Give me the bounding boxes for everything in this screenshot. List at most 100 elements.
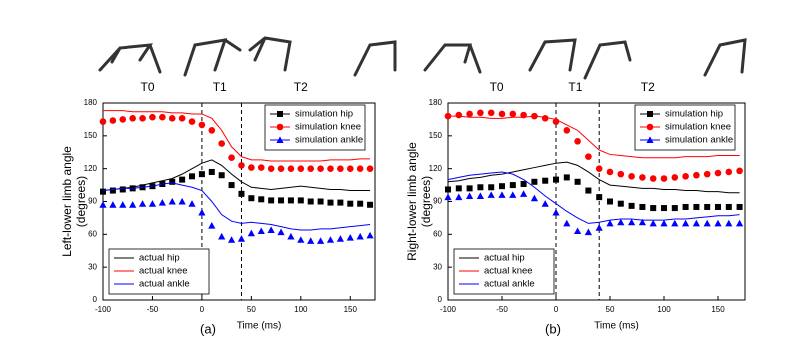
series-line [103, 110, 371, 162]
y-axis-label: (degrees) [419, 176, 433, 227]
marker [149, 113, 156, 121]
marker [595, 165, 603, 172]
marker [585, 153, 592, 160]
marker [628, 202, 635, 209]
marker [346, 234, 354, 241]
skeleton-figures [98, 36, 747, 80]
marker [628, 173, 635, 180]
marker [258, 196, 265, 203]
legend-label: simulation hip [665, 109, 723, 120]
marker [703, 219, 711, 227]
marker [228, 154, 235, 162]
marker [129, 201, 137, 208]
y-tick-label: 150 [429, 131, 443, 140]
legend-marker [276, 136, 284, 143]
marker [337, 199, 344, 206]
marker [208, 168, 215, 175]
marker [541, 115, 549, 122]
legend-label: actual knee [484, 266, 533, 277]
y-tick-label: 60 [88, 229, 97, 238]
marker [188, 200, 196, 207]
marker [138, 200, 147, 207]
marker [617, 170, 625, 178]
marker [268, 197, 275, 204]
marker [725, 219, 733, 227]
series-line [102, 182, 371, 231]
phase-label: T0 [141, 80, 155, 94]
marker [477, 109, 484, 117]
legend-label: simulation hip [295, 109, 353, 120]
marker [671, 205, 678, 212]
marker [509, 191, 517, 198]
series-line [447, 171, 740, 224]
marker [317, 165, 324, 172]
marker [725, 203, 732, 210]
marker [476, 192, 484, 200]
marker [327, 165, 334, 172]
y-tick-label: 0 [93, 295, 98, 304]
marker [466, 110, 473, 118]
series-line [448, 115, 740, 159]
marker [99, 201, 107, 208]
marker [237, 235, 246, 242]
marker [347, 200, 354, 207]
marker [158, 198, 166, 206]
x-tick-label: -100 [95, 305, 112, 314]
marker [119, 186, 126, 193]
phase-label: T2 [294, 80, 308, 94]
marker [661, 205, 667, 212]
series-line [102, 159, 371, 192]
marker [218, 140, 225, 147]
panel-label: (b) [545, 321, 561, 336]
marker [357, 200, 364, 207]
marker [660, 219, 668, 227]
marker [307, 165, 315, 172]
skeleton [528, 38, 577, 72]
marker [638, 218, 646, 226]
marker [574, 227, 582, 235]
marker [595, 224, 603, 231]
marker [287, 165, 295, 172]
legend-label: actual ankle [139, 279, 190, 290]
marker [317, 237, 325, 244]
marker [531, 178, 538, 185]
y-tick-label: 90 [433, 197, 442, 206]
skeleton [248, 36, 292, 72]
marker [109, 201, 117, 208]
legend-marker [646, 136, 654, 143]
marker [346, 165, 354, 172]
y-tick-label: 30 [88, 262, 97, 271]
marker [671, 219, 679, 227]
marker [445, 186, 451, 193]
marker [267, 226, 275, 233]
skeleton [583, 40, 632, 80]
skeleton [98, 43, 162, 74]
marker [267, 165, 275, 172]
marker [455, 111, 463, 119]
marker [509, 182, 516, 189]
marker [498, 110, 506, 118]
marker [178, 197, 186, 205]
marker [639, 203, 646, 210]
legend-label: simulation knee [665, 122, 731, 133]
marker [725, 168, 733, 176]
legend-label: simulation knee [295, 122, 361, 133]
x-tick-label: -100 [440, 305, 457, 314]
marker [714, 219, 722, 227]
legend-label: actual hip [139, 253, 180, 264]
skeleton [703, 38, 747, 77]
marker [693, 203, 700, 210]
marker [277, 165, 285, 172]
marker [542, 177, 549, 184]
x-tick-label: 0 [554, 305, 559, 314]
marker [671, 174, 679, 181]
marker [327, 199, 334, 206]
marker [488, 184, 495, 191]
marker [247, 229, 255, 237]
marker [715, 203, 721, 210]
y-axis-label: (degrees) [74, 176, 88, 227]
marker [366, 231, 374, 239]
legend-label: actual hip [484, 253, 525, 264]
x-axis-label: Time (ms) [237, 321, 282, 332]
phase-label: T2 [641, 80, 655, 94]
